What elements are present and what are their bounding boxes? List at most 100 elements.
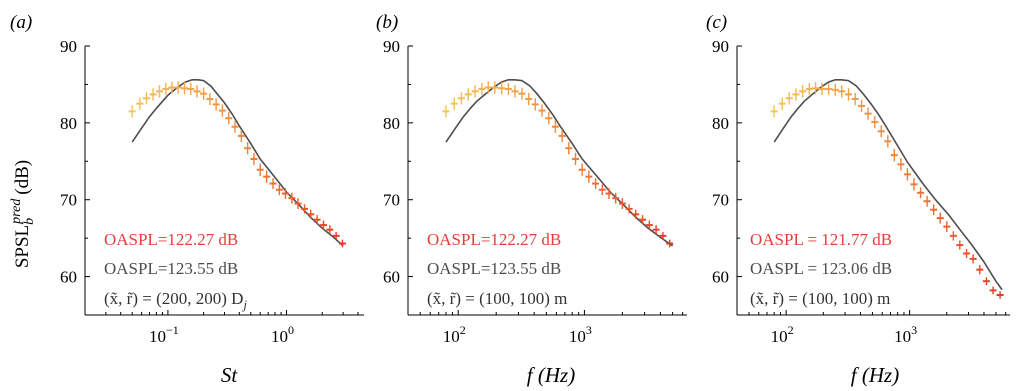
prediction-point: [180, 82, 188, 95]
panel-a-oaspl-pred: OASPL=122.27 dB: [104, 230, 238, 249]
prediction-point: [281, 188, 289, 199]
prediction-point: [491, 81, 499, 94]
prediction-point: [592, 178, 600, 189]
y-tick-label: 90: [60, 37, 77, 56]
prediction-point: [666, 239, 674, 248]
prediction-point: [484, 81, 492, 94]
y-tick-label: 90: [712, 37, 729, 56]
prediction-point: [645, 220, 653, 230]
y-axis-label-sub: b: [22, 218, 37, 225]
prediction-point: [288, 192, 296, 204]
x-tick-base: 10: [569, 327, 586, 346]
prediction-point: [818, 82, 826, 96]
prediction-point: [250, 152, 258, 166]
y-tick-label: 60: [712, 268, 729, 287]
prediction-point: [237, 129, 245, 143]
prediction-point: [538, 104, 546, 117]
prediction-point: [884, 135, 892, 148]
prediction-point: [464, 88, 472, 101]
prediction-point: [969, 254, 977, 264]
panel-c-x-label: f (Hz): [851, 363, 899, 387]
y-tick-label: 90: [383, 37, 400, 56]
prediction-point: [478, 82, 486, 96]
x-tick-base: 10: [271, 327, 288, 346]
x-tick-label: 103: [894, 323, 917, 346]
prediction-point: [263, 170, 271, 183]
prediction-point: [212, 98, 220, 111]
prediction-point: [949, 231, 957, 241]
x-tick-base: 10: [894, 327, 911, 346]
panel-a-x-label: St: [221, 363, 239, 387]
y-tick-label: 80: [383, 114, 400, 133]
prediction-point: [632, 209, 640, 219]
panel-a-oaspl-ref: OASPL=123.55 dB: [104, 259, 238, 278]
prediction-point: [877, 125, 885, 138]
prediction-point: [612, 192, 620, 204]
prediction-point: [936, 212, 944, 224]
x-tick-exponent: 0: [288, 323, 294, 337]
panel-label-c: (c): [706, 12, 727, 33]
prediction-point: [511, 85, 519, 98]
prediction-point: [326, 225, 334, 235]
prediction-point: [598, 184, 606, 196]
reference-spectrum-line: [131, 79, 344, 247]
prediction-point: [785, 92, 793, 105]
prediction-point: [825, 82, 833, 96]
shared-y-axis-label: SPSLbpred (dB): [9, 160, 37, 268]
y-tick-label: 70: [712, 191, 729, 210]
prediction-point: [625, 204, 633, 214]
prediction-point: [917, 187, 925, 199]
prediction-point: [812, 82, 820, 95]
prediction-point: [572, 152, 580, 166]
prediction-point: [450, 97, 458, 110]
x-tick-label: 102: [443, 323, 466, 346]
prediction-point: [518, 87, 526, 100]
prediction-point: [982, 277, 990, 286]
prediction-point: [143, 92, 151, 105]
y-axis-label-main: SPSL: [12, 225, 33, 268]
prediction-point: [244, 142, 252, 155]
prediction-point: [930, 204, 938, 216]
prediction-point: [618, 198, 626, 209]
prediction-point: [838, 85, 846, 98]
prediction-point: [256, 163, 264, 176]
prediction-point: [805, 82, 813, 96]
x-tick-exponent: 2: [788, 323, 794, 337]
prediction-point: [200, 87, 208, 100]
prediction-point: [307, 209, 315, 219]
prediction-point: [903, 168, 911, 181]
prediction-point: [136, 97, 144, 110]
x-tick-label: 102: [771, 323, 794, 346]
prediction-point: [799, 85, 807, 98]
panel-a-position-sub: j: [241, 297, 247, 312]
y-tick-label: 80: [60, 114, 77, 133]
prediction-point: [770, 105, 778, 118]
reference-spectrum-line: [773, 79, 1003, 291]
prediction-point: [858, 99, 866, 113]
prediction-point: [442, 105, 450, 118]
prediction-point: [845, 88, 853, 101]
prediction-point: [659, 231, 667, 240]
y-tick-label: 70: [383, 191, 400, 210]
prediction-point: [551, 120, 559, 133]
prediction-point: [525, 92, 533, 106]
prediction-point: [652, 225, 660, 235]
prediction-point: [332, 231, 340, 240]
reference-spectrum-line: [445, 79, 674, 247]
prediction-point: [457, 92, 465, 105]
x-tick-label: 10−1: [149, 323, 179, 346]
prediction-point: [313, 215, 321, 225]
prediction-point: [545, 112, 553, 125]
prediction-point: [149, 88, 157, 101]
y-axis-label: SPSLbpred (dB): [9, 160, 37, 268]
prediction-point: [890, 148, 898, 162]
prediction-point: [923, 195, 931, 207]
prediction-point: [558, 129, 566, 143]
panel-b-position: (x̃, r̃) = (100, 100) m: [427, 289, 567, 308]
prediction-point: [156, 85, 164, 98]
prediction-point: [206, 92, 214, 106]
prediction-point: [864, 107, 872, 120]
